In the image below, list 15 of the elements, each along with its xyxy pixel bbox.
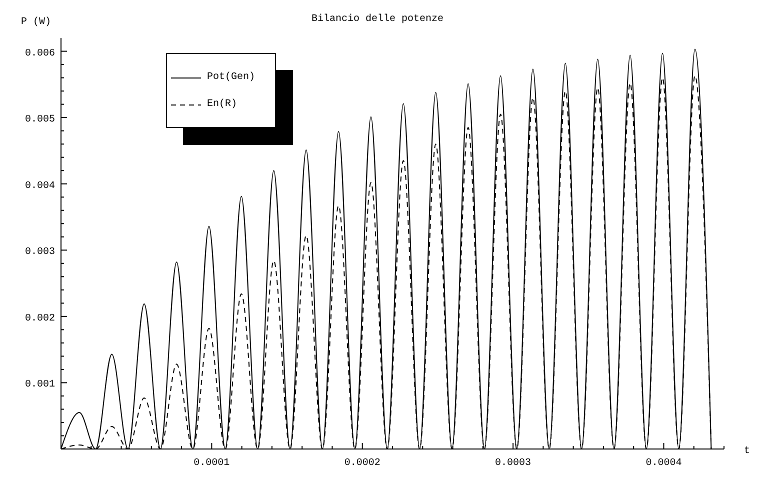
- y-tick-label: 0.004: [24, 180, 55, 192]
- y-tick-label: 0.003: [24, 247, 55, 258]
- y-tick-label: 0.005: [24, 114, 55, 126]
- y-tick-label: 0.006: [24, 48, 55, 60]
- y-tick-label: 0.002: [24, 313, 55, 324]
- x-tick-label: 0.0001: [194, 458, 230, 469]
- y-tick-label: 0.001: [24, 380, 55, 391]
- y-axis-title: P (W): [20, 16, 52, 28]
- x-tick-label: 0.0002: [344, 458, 380, 469]
- legend-label: Pot(Gen): [207, 72, 256, 83]
- x-tick-label: 0.0003: [495, 458, 532, 469]
- x-axis-title: t: [744, 446, 750, 457]
- chart-title: Bilancio delle potenze: [311, 14, 444, 25]
- legend-label: En(R): [207, 99, 238, 110]
- x-tick-label: 0.0004: [646, 458, 682, 469]
